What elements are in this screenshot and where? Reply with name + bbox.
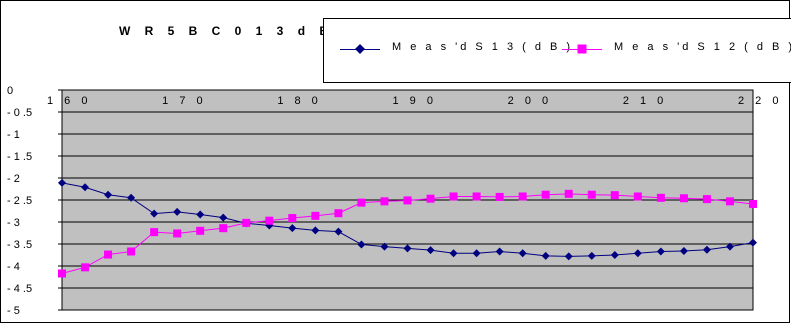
x-tick-label: 2 0 0 [508, 95, 552, 107]
series-point-1 [542, 191, 550, 199]
series-point-1 [357, 199, 365, 207]
y-tick-label: - 3 [7, 217, 20, 229]
series-point-1 [219, 224, 227, 232]
y-tick-label: - 4 .5 [7, 283, 32, 295]
y-tick-label: - 4 [7, 261, 20, 273]
x-tick-label: 1 9 0 [393, 95, 437, 107]
series-point-1 [380, 197, 388, 205]
series-point-1 [726, 197, 734, 205]
series-point-1 [519, 192, 527, 200]
series-point-1 [450, 192, 458, 200]
series-point-1 [634, 192, 642, 200]
y-tick-label: - 1 .5 [7, 151, 32, 163]
series-point-1 [657, 194, 665, 202]
y-tick-label: - 2 .5 [7, 195, 32, 207]
series-point-1 [565, 190, 573, 198]
series-point-1 [473, 192, 481, 200]
x-tick-label: 2 1 0 [623, 95, 667, 107]
x-tick-label: 1 8 0 [277, 95, 321, 107]
series-point-1 [311, 212, 319, 220]
series-point-1 [749, 200, 757, 208]
series-point-1 [703, 195, 711, 203]
series-point-1 [611, 191, 619, 199]
y-tick-label: - 5 [7, 305, 20, 317]
series-point-1 [334, 209, 342, 217]
x-tick-label: 2 2 0 [738, 95, 782, 107]
series-point-1 [196, 227, 204, 235]
y-tick-label: - 2 [7, 173, 20, 185]
series-point-1 [496, 193, 504, 201]
series-point-1 [127, 247, 135, 255]
y-tick-label: - 0 .5 [7, 107, 32, 119]
series-point-1 [427, 195, 435, 203]
series-point-1 [173, 229, 181, 237]
series-point-1 [81, 263, 89, 271]
series-point-1 [288, 214, 296, 222]
series-point-1 [404, 196, 412, 204]
y-tick-label: 0 [7, 85, 13, 97]
x-tick-label: 1 7 0 [162, 95, 206, 107]
series-point-1 [265, 217, 273, 225]
series-point-1 [104, 251, 112, 259]
series-point-1 [242, 219, 250, 227]
series-point-1 [58, 269, 66, 277]
series-point-1 [150, 228, 158, 236]
x-tick-label: 1 6 0 [47, 95, 91, 107]
y-tick-label: - 1 [7, 129, 20, 141]
series-point-1 [588, 191, 596, 199]
y-tick-label: - 3 .5 [7, 239, 32, 251]
series-point-1 [680, 194, 688, 202]
